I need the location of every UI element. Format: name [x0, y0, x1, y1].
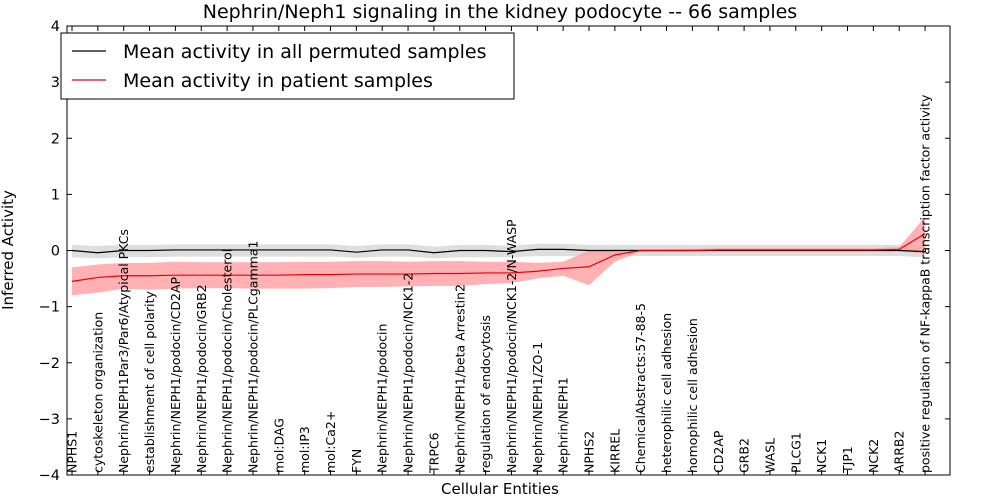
x-category-label: FYN [349, 449, 364, 473]
y-tick-label: 3 [51, 75, 60, 91]
x-category-label: positive regulation of NF-kappaB transcr… [918, 94, 933, 473]
x-category-label: CD2AP [711, 430, 726, 473]
x-category-label: cytoskeleton organization [90, 312, 105, 473]
x-category-label: Nephrin/NEPH1/podocin/NCK1-2 [401, 273, 416, 473]
chart-title: Nephrin/Neph1 signaling in the kidney po… [203, 1, 797, 23]
x-category-label: Nephrin/NEPH1/podocin/Cholesterol [220, 249, 235, 473]
y-tick-label: 2 [51, 131, 60, 147]
x-category-label: regulation of endocytosis [478, 315, 493, 473]
line-patient [71, 233, 926, 282]
x-category-label: TJP1 [840, 446, 855, 474]
x-category-label: GRB2 [737, 438, 752, 473]
x-category-label: Nephrin/NEPH1/podocin/CD2AP [168, 277, 183, 473]
x-category-label: Nephrin/NEPH1/podocin/NCK1-2/N-WASP [504, 219, 519, 473]
x-category-label: mol:DAG [271, 418, 286, 473]
y-tick-label: 0 [51, 244, 60, 260]
x-category-label: Nephrin/NEPH1/podocin [375, 324, 390, 473]
x-category-label: heterophilic cell adhesion [659, 313, 674, 473]
x-category-label: ARRB2 [892, 431, 907, 473]
legend-label-patient: Mean activity in patient samples [123, 70, 433, 92]
x-category-label: Nephrin/NEPH1/podocin/PLCgamma1 [245, 241, 260, 473]
x-category-label: KIRREL [607, 429, 622, 473]
band-patient [72, 216, 926, 296]
x-category-label: mol:Ca2+ [323, 411, 338, 473]
y-axis: 4 3 2 1 0 −1 −2 −3 −4 [39, 19, 950, 484]
x-category-label: Nephrin/NEPH1/ZO-1 [530, 342, 545, 473]
x-category-label: Nephrin/NEPH1/podocin/GRB2 [194, 284, 209, 473]
x-axis: NPHS1 cytoskeleton organization Nephrin/NE… [65, 26, 933, 475]
x-category-label: PLCG1 [788, 432, 803, 473]
x-category-label: ChemicalAbstracts:57-88-5 [633, 303, 648, 473]
confidence-bands [72, 216, 926, 296]
legend: Mean activity in all permuted samples Me… [60, 32, 515, 100]
x-category-label: NPHS1 [65, 431, 80, 473]
legend-box [60, 32, 515, 100]
x-axis-label: Cellular Entities [441, 480, 559, 498]
legend-label-permuted: Mean activity in all permuted samples [123, 41, 486, 63]
x-category-label: Nephrin/NEPH1Par3/Par6/Atypical PKCs [116, 229, 131, 473]
y-tick-label: 4 [51, 19, 60, 35]
x-category-label: TRPC6 [426, 432, 441, 474]
x-category-label: NCK2 [866, 439, 881, 473]
series-lines [71, 233, 926, 282]
x-category-label: WASL [762, 438, 777, 473]
y-tick-label: −2 [39, 356, 60, 372]
x-category-label: mol:IP3 [297, 426, 312, 473]
y-tick-label: −3 [39, 412, 60, 428]
y-axis-label: Inferred Activity [0, 190, 17, 310]
y-tick-label: −4 [39, 468, 60, 484]
x-category-label: Nephrin/NEPH1 [556, 377, 571, 473]
y-tick-label: 1 [51, 187, 60, 203]
x-category-label: homophilic cell adhesion [685, 318, 700, 473]
y-tick-label: −1 [39, 300, 60, 316]
x-category-label: NPHS2 [582, 431, 597, 473]
x-category-label: NCK1 [814, 439, 829, 473]
x-category-label: Nephrin/NEPH1/beta Arrestin2 [452, 284, 467, 473]
x-category-label: establishment of cell polarity [142, 291, 157, 473]
